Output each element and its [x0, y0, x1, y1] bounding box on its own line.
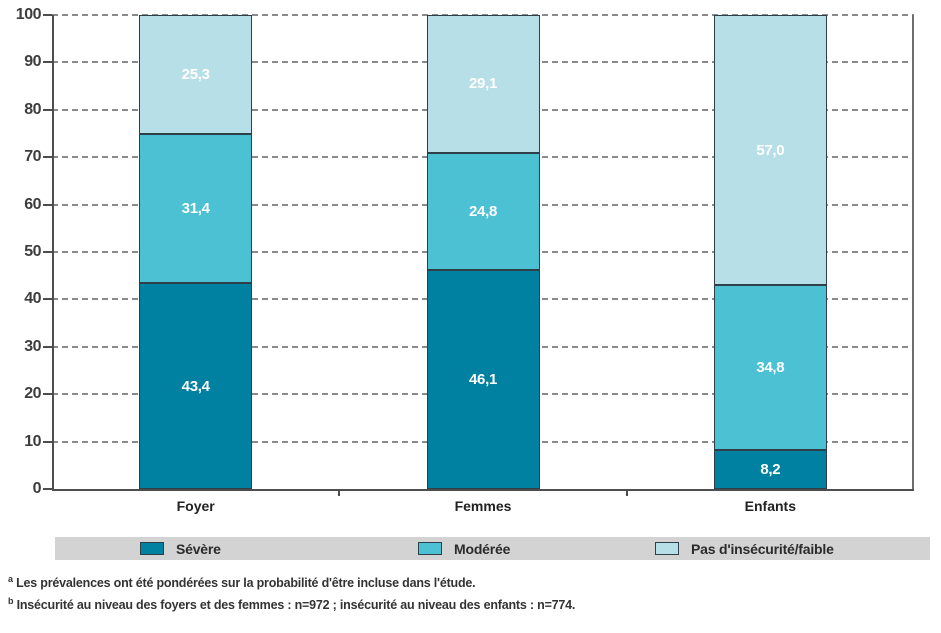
y-tick-label: 30: [24, 337, 41, 355]
legend-item-moderee: Modérée: [418, 537, 510, 560]
legend-label: Sévère: [176, 540, 221, 557]
y-axis-tick: [43, 203, 52, 206]
bar-segment: 8,2: [713, 450, 827, 489]
x-category-label: Enfants: [744, 498, 796, 514]
y-tick-label: 80: [24, 100, 41, 118]
bar-segment: 31,4: [139, 134, 253, 284]
y-tick-label: 60: [24, 195, 41, 213]
bar-segment: 46,1: [426, 270, 540, 489]
severe-color-swatch: [140, 542, 164, 555]
bar-value-label: 31,4: [181, 200, 210, 218]
bar-segment: 24,8: [426, 152, 540, 271]
bar-segment: 57,0: [713, 15, 827, 286]
pas-insecurite-color-swatch: [655, 542, 679, 555]
footnote-b-marker: b: [8, 596, 14, 607]
chart-legend: Sévère Modérée Pas d'insécurité/faible: [55, 537, 930, 560]
bar-segment: 34,8: [713, 285, 827, 451]
y-tick-label: 50: [24, 243, 41, 260]
y-tick-label: 70: [24, 148, 41, 166]
legend-item-severe: Sévère: [140, 537, 221, 560]
y-axis-tick: [43, 488, 52, 490]
y-tick-label: 100: [15, 6, 42, 23]
y-tick-label: 40: [24, 290, 41, 308]
bar-value-label: 25,3: [181, 65, 210, 83]
y-tick-label: 20: [24, 385, 41, 403]
footnotes: a Les prévalences ont été pondérées sur …: [8, 570, 575, 614]
legend-item-pas-insecurite: Pas d'insécurité/faible: [655, 537, 834, 560]
bar-segment: 29,1: [426, 15, 540, 153]
y-tick-label: 0: [32, 480, 42, 497]
bar-value-label: 34,8: [756, 359, 785, 377]
y-axis-tick: [43, 440, 52, 443]
y-axis-tick: [43, 393, 52, 396]
bar-value-label: 29,1: [469, 75, 497, 93]
x-axis-tick: [338, 489, 341, 496]
plot-right-border: [912, 15, 914, 489]
y-axis-tick: [43, 14, 52, 16]
bar-segment: 25,3: [139, 14, 253, 135]
x-axis-tick: [625, 489, 628, 496]
y-axis-tick: [43, 61, 52, 64]
bar-value-label: 43,4: [181, 377, 210, 395]
y-axis-line: [52, 15, 54, 489]
legend-label: Pas d'insécurité/faible: [691, 540, 834, 557]
y-tick-label: 90: [24, 53, 41, 71]
footnote-b-text: Insécurité au niveau des foyers et des f…: [16, 598, 576, 613]
bar-value-label: 57,0: [756, 141, 785, 159]
y-tick-label: 10: [24, 432, 41, 450]
bar-segment: 43,4: [139, 283, 253, 489]
x-category-label: Foyer: [176, 498, 215, 514]
footnote-a-marker: a: [8, 574, 13, 584]
y-axis-tick: [43, 345, 52, 348]
x-axis-line: [52, 489, 914, 491]
moderee-color-swatch: [418, 542, 442, 555]
bar-value-label: 24,8: [469, 203, 497, 221]
legend-label: Modérée: [454, 540, 511, 557]
y-axis-tick: [43, 251, 52, 253]
footnote-a: a Les prévalences ont été pondérées sur …: [8, 570, 575, 592]
x-category-label: Femmes: [454, 498, 512, 514]
bar-value-label: 8,2: [760, 461, 781, 479]
footnote-a-text: Les prévalences ont été pondérées sur la…: [16, 576, 476, 591]
footnote-b: b Insécurité au niveau des foyers et des…: [8, 592, 575, 614]
y-axis-tick: [43, 156, 52, 159]
bar-value-label: 46,1: [469, 371, 497, 389]
y-axis-tick: [43, 298, 52, 301]
y-axis-tick: [43, 108, 52, 111]
